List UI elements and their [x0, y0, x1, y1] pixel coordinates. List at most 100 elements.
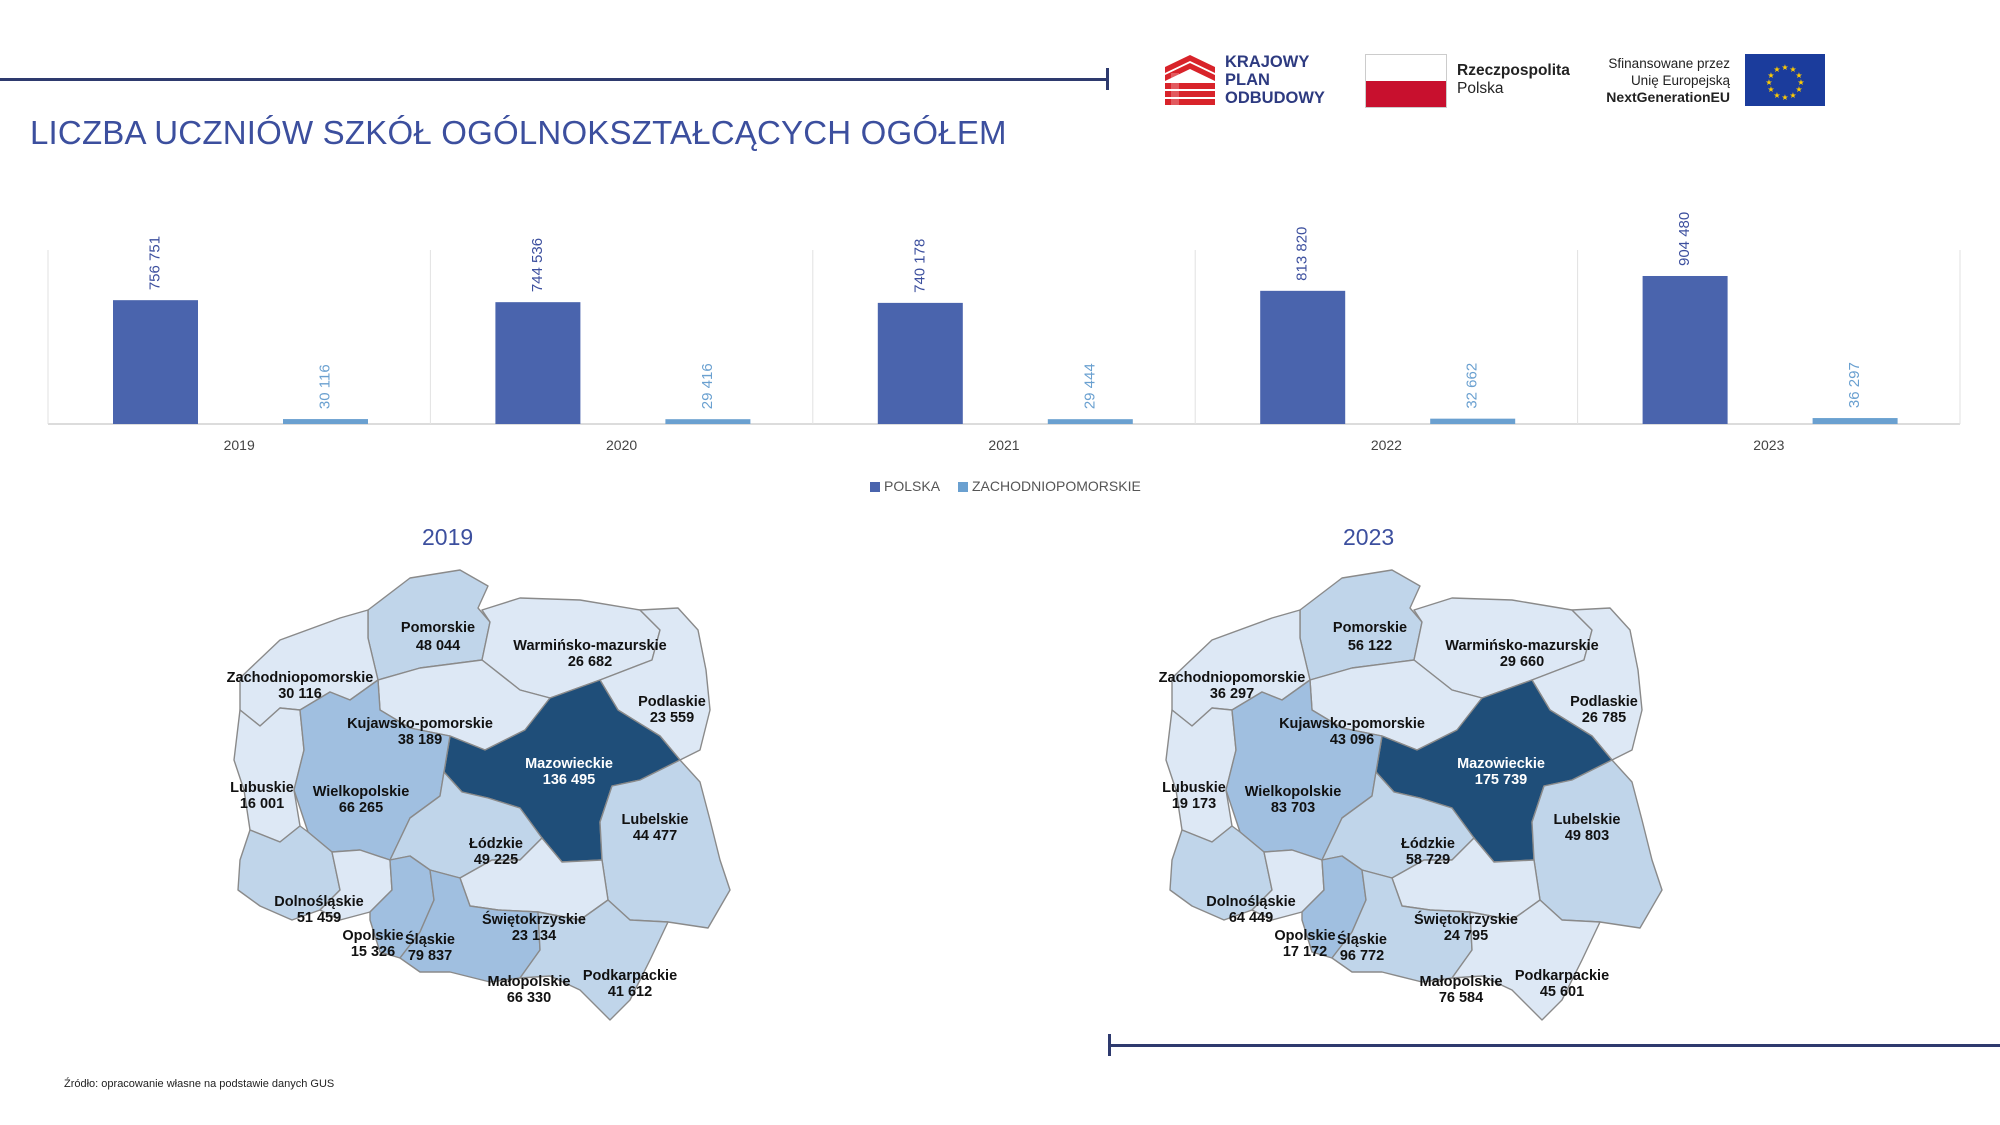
region-lubuskie	[1165, 707, 1237, 843]
svg-text:★: ★	[1773, 65, 1780, 74]
region-małopolskie	[1331, 869, 1473, 983]
svg-text:★: ★	[1795, 71, 1802, 80]
eu-flag-icon: ★ ★ ★ ★ ★ ★ ★ ★ ★ ★ ★ ★	[1745, 54, 1825, 106]
bar-polska-2021	[877, 302, 963, 424]
region-name-label: Łódzkie	[1401, 836, 1455, 852]
kpo-line-3: ODBUDOWY	[1225, 89, 1325, 107]
bar-polska-2020	[495, 302, 581, 424]
x-tick-label-2020: 2020	[606, 437, 637, 453]
region-name-label: Łódzkie	[469, 836, 523, 852]
legend-label-1: ZACHODNIOPOMORSKIE	[972, 478, 1141, 494]
legend-label-0: POLSKA	[884, 478, 941, 494]
region-name-label: Dolnośląskie	[1206, 894, 1295, 910]
region-name-label: Podlaskie	[638, 694, 706, 710]
eu-line-1: Sfinansowane przez	[1608, 56, 1730, 71]
region-name-label: Wielkopolskie	[1245, 784, 1342, 800]
region-name-label: Zachodniopomorskie	[227, 670, 374, 686]
region-value-label: 66 330	[507, 990, 551, 1006]
region-name-label: Pomorskie	[1333, 620, 1407, 636]
region-value-label: 58 729	[1406, 852, 1450, 868]
data-label-zachodniopomorskie-2021: 29 444	[1081, 363, 1098, 409]
svg-text:★: ★	[1797, 78, 1804, 87]
bar-zachodniopomorskie-2021	[1047, 419, 1133, 424]
region-value-label: 45 601	[1540, 984, 1584, 1000]
data-label-polska-2022: 813 820	[1294, 227, 1311, 281]
data-label-polska-2020: 744 536	[529, 238, 546, 292]
region-name-label: Dolnośląskie	[274, 894, 363, 910]
region-value-label: 96 772	[1340, 948, 1384, 964]
data-label-zachodniopomorskie-2020: 29 416	[699, 363, 716, 409]
region-name-label: Podkarpackie	[583, 968, 677, 984]
bar-polska-2022	[1260, 290, 1346, 424]
header-rule	[0, 78, 1108, 81]
region-name-label: Mazowieckie	[525, 756, 613, 772]
region-value-label: 23 559	[650, 710, 694, 726]
region-name-label: Lubelskie	[622, 812, 689, 828]
region-value-label: 79 837	[408, 948, 452, 964]
region-value-label: 43 096	[1330, 732, 1374, 748]
map-2019-title: 2019	[422, 524, 474, 550]
data-label-polska-2023: 904 480	[1676, 212, 1693, 266]
region-name-label: Kujawsko-pomorskie	[347, 716, 493, 732]
region-value-label: 15 326	[351, 944, 395, 960]
bar-zachodniopomorskie-2022	[1430, 418, 1516, 424]
svg-text:★: ★	[1789, 65, 1796, 74]
region-name-label: Małopolskie	[488, 974, 571, 990]
region-name-label: Świętokrzyskie	[1414, 910, 1518, 928]
region-name-label: Śląskie	[1337, 930, 1387, 948]
region-value-label: 175 739	[1475, 772, 1527, 788]
x-tick-label-2022: 2022	[1371, 437, 1402, 453]
header-rule-tick	[1106, 68, 1109, 90]
region-value-label: 49 803	[1565, 828, 1609, 844]
svg-text:★: ★	[1773, 91, 1780, 100]
rp-logo-text: Rzeczpospolita Polska	[1457, 62, 1570, 98]
region-name-label: Podlaskie	[1570, 694, 1638, 710]
region-name-label: Świętokrzyskie	[482, 910, 586, 928]
region-name-label: Zachodniopomorskie	[1159, 670, 1306, 686]
kpo-logo	[1165, 53, 1215, 105]
region-name-label: Kujawsko-pomorskie	[1279, 716, 1425, 732]
rp-line-1: Rzeczpospolita	[1457, 62, 1570, 79]
region-value-label: 29 660	[1500, 654, 1544, 670]
region-value-label: 16 001	[240, 796, 284, 812]
region-małopolskie	[399, 869, 541, 983]
kpo-logo-icon	[1165, 55, 1215, 105]
region-value-label: 48 044	[416, 638, 460, 654]
region-value-label: 36 297	[1210, 686, 1254, 702]
footer-rule	[1110, 1044, 2000, 1047]
eu-line-2: Unię Europejską	[1630, 73, 1730, 88]
region-name-label: Lubuskie	[1162, 780, 1226, 796]
svg-text:★: ★	[1781, 93, 1788, 102]
rp-line-2: Polska	[1457, 80, 1504, 97]
region-value-label: 30 116	[278, 686, 322, 702]
region-name-label: Opolskie	[1274, 928, 1335, 944]
region-value-label: 41 612	[608, 984, 652, 1000]
map-2023-title: 2023	[1343, 524, 1395, 550]
kpo-logo-text: KRAJOWY PLAN ODBUDOWY	[1225, 53, 1325, 107]
region-name-label: Małopolskie	[1420, 974, 1503, 990]
bar-zachodniopomorskie-2020	[665, 419, 751, 424]
svg-text:★: ★	[1767, 85, 1774, 94]
region-value-label: 23 134	[512, 928, 556, 944]
data-label-polska-2019: 756 751	[146, 236, 163, 290]
region-name-label: Podkarpackie	[1515, 968, 1609, 984]
kpo-line-1: KRAJOWY	[1225, 53, 1310, 71]
region-value-label: 26 785	[1582, 710, 1626, 726]
region-value-label: 38 189	[398, 732, 442, 748]
region-value-label: 64 449	[1229, 910, 1273, 926]
region-value-label: 56 122	[1348, 638, 1392, 654]
region-value-label: 51 459	[297, 910, 341, 926]
region-podkarpackie	[1451, 899, 1601, 1021]
bar-polska-2019	[113, 300, 198, 424]
region-name-label: Lubuskie	[230, 780, 294, 796]
region-value-label: 44 477	[633, 828, 677, 844]
region-podkarpackie	[519, 899, 669, 1021]
region-value-label: 76 584	[1439, 990, 1483, 1006]
footer-rule-tick	[1108, 1034, 1111, 1056]
svg-text:★: ★	[1789, 91, 1796, 100]
x-tick-label-2021: 2021	[988, 437, 1019, 453]
region-name-label: Warmińsko-mazurskie	[513, 638, 666, 654]
region-name-label: Opolskie	[342, 928, 403, 944]
